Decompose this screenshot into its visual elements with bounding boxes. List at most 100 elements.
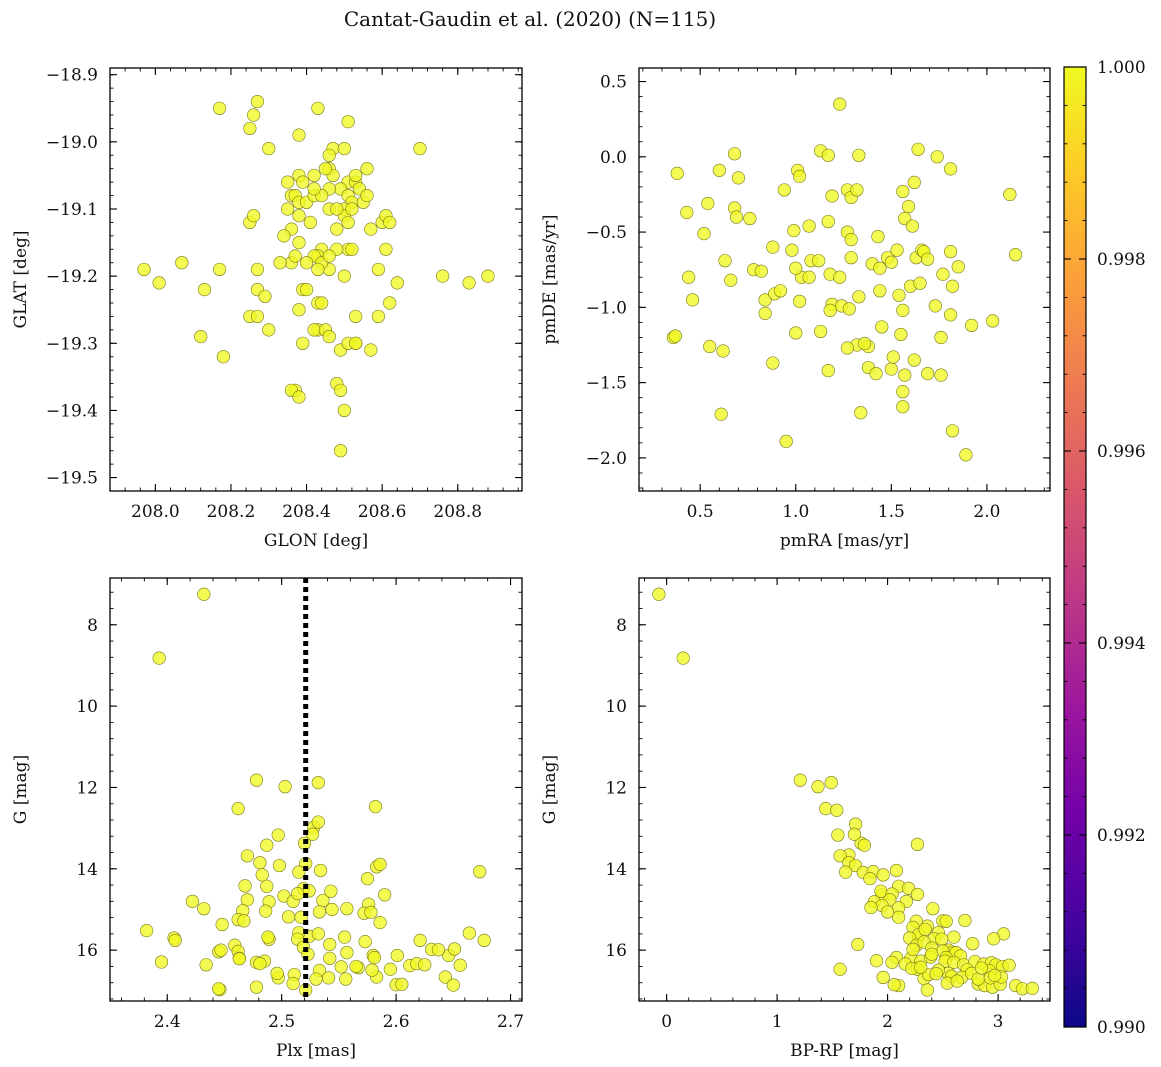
scatter-points [652,587,1039,997]
data-point [321,971,336,985]
colorbar-tick-label: 0.994 [1097,634,1146,654]
data-point [987,932,1001,946]
data-point [789,261,803,275]
x-tick-label: 0 [661,1012,672,1032]
x-tick-label: 208.6 [358,502,407,522]
data-point [175,256,189,270]
data-point [273,256,287,270]
y-tick-label: 12 [605,778,627,798]
colorbar-gradient [1063,66,1087,1028]
colorbar-tick-label: 0.998 [1097,250,1146,270]
y-tick-label: −19.5 [46,469,98,489]
data-point [652,587,666,601]
y-tick-label: −19.0 [46,133,98,153]
data-point [349,959,363,974]
data-point [215,917,229,932]
data-point [966,937,980,951]
data-point [341,115,355,129]
y-tick-label: −2.0 [586,449,627,469]
data-point [296,175,310,189]
data-point [368,799,383,814]
data-point [367,950,381,965]
x-tick-label: 208.0 [131,502,180,522]
y-tick-label: 10 [76,697,98,717]
colorbar: 0.990 0.992 0.994 0.996 0.998 1.000 [1063,58,1146,1038]
data-point [842,302,856,316]
data-point [821,148,835,162]
data-point [360,188,374,203]
data-point [447,942,462,956]
data-point [873,261,887,275]
data-point [324,884,338,898]
data-point [291,887,305,901]
data-point [971,972,985,986]
data-point [910,837,925,852]
x-axis-label: GLON [deg] [264,531,368,551]
data-point [727,147,742,161]
data-point [330,202,344,216]
data-point [462,926,476,940]
data-point [986,314,1000,328]
data-point [334,960,348,974]
data-point [214,943,228,957]
x-tick-label: 1.0 [782,502,809,522]
data-point [947,930,961,944]
data-point [718,254,732,268]
data-point [341,215,355,230]
data-point [896,303,910,317]
data-point [670,166,684,180]
data-point [833,97,847,111]
data-point [337,269,351,283]
data-point [668,329,682,343]
data-point [758,293,772,307]
data-point [787,223,801,238]
data-point [951,260,965,274]
data-point [680,205,694,220]
data-point [330,222,344,236]
data-point [821,363,835,378]
data-point [847,827,862,841]
data-point [262,323,276,337]
data-point [685,293,700,307]
data-point [898,368,912,382]
data-point [851,937,865,952]
data-point [743,211,757,226]
data-point [261,930,275,944]
data-point [811,780,825,794]
data-point [785,243,799,257]
data-point [884,255,898,269]
data-point [819,802,833,816]
data-point [823,303,837,317]
data-point [250,94,265,109]
x-tick-label: 2.5 [268,1012,295,1032]
data-point [880,905,895,919]
data-point [418,958,432,972]
data-point [270,966,284,980]
x-tick-label: 208.8 [433,502,482,522]
x-tick-label: 2.7 [497,1012,524,1032]
data-point [892,910,906,924]
data-point [345,242,359,256]
data-point [812,254,826,268]
data-point [197,902,211,916]
data-point [473,865,487,879]
data-point [322,148,336,162]
data-point [311,927,325,941]
data-point [871,230,885,244]
data-point [453,958,467,972]
data-point [281,175,295,189]
panel-parallax-magnitude: 2.4 2.5 2.6 2.7 8 10 12 14 16 Plx [mas] G [mag] [11,577,524,1061]
data-point [703,339,717,354]
data-point [910,887,925,902]
data-point [292,128,306,142]
data-point [857,336,872,351]
data-point [864,900,878,915]
x-tick-label: 2.6 [383,1012,410,1032]
data-point [349,309,363,324]
data-point [824,775,838,790]
data-point [250,309,265,324]
data-point [766,356,780,370]
y-tick-label: 14 [605,860,627,880]
data-point [773,284,788,298]
data-point [914,960,928,974]
